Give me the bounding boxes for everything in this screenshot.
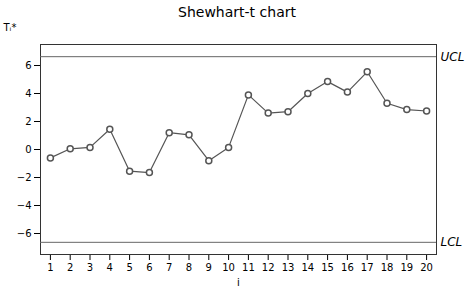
svg-text:14: 14: [301, 262, 314, 273]
svg-text:UCL: UCL: [441, 50, 465, 64]
svg-text:15: 15: [321, 262, 334, 273]
svg-text:17: 17: [361, 262, 374, 273]
svg-text:−6: −6: [17, 228, 32, 239]
svg-text:2: 2: [67, 262, 73, 273]
svg-text:16: 16: [341, 262, 354, 273]
svg-text:Tᵢ*: Tᵢ*: [3, 22, 17, 33]
svg-text:11: 11: [242, 262, 255, 273]
svg-text:10: 10: [222, 262, 235, 273]
svg-text:4: 4: [107, 262, 113, 273]
svg-text:LCL: LCL: [441, 235, 463, 249]
svg-text:i: i: [237, 277, 240, 288]
svg-text:0: 0: [25, 144, 31, 155]
svg-text:1: 1: [47, 262, 53, 273]
svg-text:3: 3: [87, 262, 93, 273]
svg-text:−2: −2: [17, 172, 32, 183]
svg-text:12: 12: [262, 262, 275, 273]
svg-text:9: 9: [206, 262, 212, 273]
svg-text:4: 4: [25, 88, 31, 99]
svg-text:2: 2: [25, 116, 31, 127]
svg-text:8: 8: [186, 262, 192, 273]
svg-text:6: 6: [146, 262, 152, 273]
svg-text:20: 20: [420, 262, 433, 273]
svg-text:19: 19: [400, 262, 413, 273]
svg-text:6: 6: [25, 60, 31, 71]
svg-text:13: 13: [282, 262, 295, 273]
svg-text:5: 5: [126, 262, 132, 273]
svg-text:−4: −4: [17, 200, 32, 211]
svg-text:7: 7: [166, 262, 172, 273]
html-text:Shewhart-t chart: Shewhart-t chart: [178, 4, 296, 20]
svg-text:18: 18: [381, 262, 394, 273]
